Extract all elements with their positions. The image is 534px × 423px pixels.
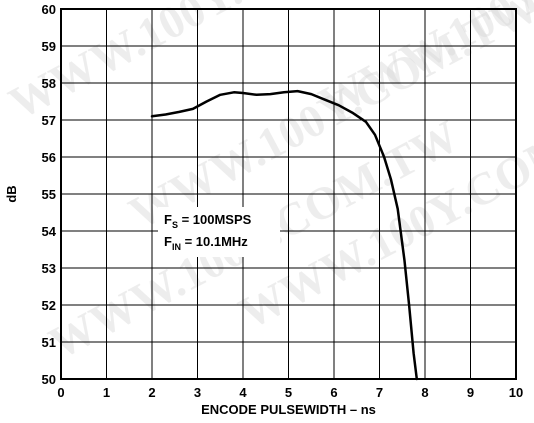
y-tick-label: 50 — [42, 372, 56, 387]
x-axis-label: ENCODE PULSEWIDTH – ns — [201, 402, 376, 417]
plot-frame — [60, 8, 517, 380]
x-tick-label: 5 — [285, 385, 292, 400]
y-tick-label: 57 — [42, 113, 56, 128]
snr-curve — [150, 89, 419, 381]
y-tick-label: 58 — [42, 76, 56, 91]
annotation-sample-rate-subscript: S — [172, 220, 178, 230]
annotation-background — [158, 207, 280, 257]
x-tick-label: 4 — [239, 385, 247, 400]
annotation-input-frequency: FIN = 10.1MHz — [164, 234, 248, 252]
x-tick-label: 7 — [376, 385, 383, 400]
annotation-sample-rate-symbol: F — [164, 212, 172, 227]
y-tick-label: 51 — [42, 335, 56, 350]
x-tick-label: 8 — [421, 385, 428, 400]
annotation-sample-rate-value: = 100MSPS — [178, 212, 252, 227]
annotation-input-frequency-value: = 10.1MHz — [181, 234, 248, 249]
y-tick-label: 55 — [42, 187, 56, 202]
x-tick-label: 9 — [467, 385, 474, 400]
x-tick-label: 6 — [330, 385, 337, 400]
x-tick-label: 1 — [103, 385, 110, 400]
y-tick-label: 53 — [42, 261, 56, 276]
y-tick-label: 56 — [42, 150, 56, 165]
annotation-input-frequency-symbol: F — [164, 234, 172, 249]
x-tick-label: 0 — [57, 385, 64, 400]
y-tick-label: 59 — [42, 39, 56, 54]
y-tick-label: 54 — [42, 224, 57, 239]
y-tick-label: 52 — [42, 298, 56, 313]
watermark-layer: WWW.100Y.COM.TWWWW.100Y.COM.TWWWW.100Y.C… — [1, 0, 534, 369]
y-tick-labels: 50 51 52 53 54 55 56 57 58 59 60 — [42, 2, 57, 387]
x-tick-label: 10 — [509, 385, 523, 400]
y-axis-label: dB — [4, 185, 19, 202]
annotation-sample-rate: FS = 100MSPS — [164, 212, 252, 230]
y-tick-label: 60 — [42, 2, 56, 17]
x-tick-label: 3 — [194, 385, 201, 400]
x-tick-label: 2 — [148, 385, 155, 400]
annotation-input-frequency-subscript: IN — [172, 242, 181, 252]
x-tick-labels: 0 1 2 3 4 5 6 7 8 9 10 — [57, 385, 523, 400]
